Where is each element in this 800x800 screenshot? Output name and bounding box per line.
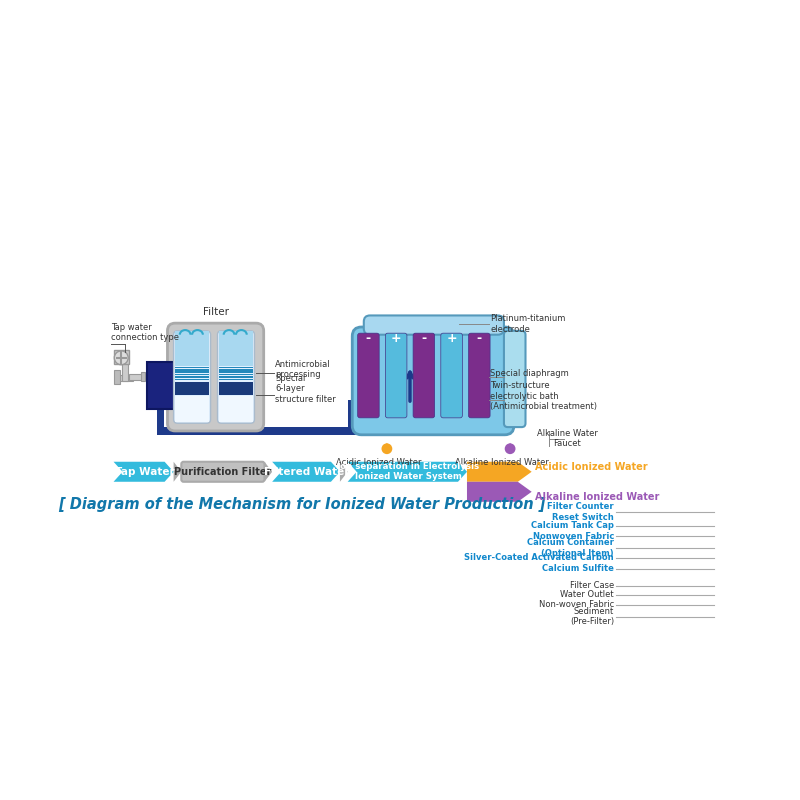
FancyBboxPatch shape — [358, 333, 379, 418]
Bar — [175, 372, 209, 373]
Circle shape — [382, 443, 392, 454]
Bar — [114, 350, 129, 364]
Text: Alkaline Water
Faucet: Alkaline Water Faucet — [537, 429, 598, 448]
FancyBboxPatch shape — [504, 331, 526, 427]
Bar — [175, 382, 209, 394]
Text: Filter Case: Filter Case — [570, 582, 614, 590]
Bar — [219, 374, 253, 375]
Text: -: - — [366, 332, 371, 345]
Polygon shape — [506, 443, 514, 449]
Text: Non-woven Fabric: Non-woven Fabric — [539, 601, 614, 610]
Text: Filtered Water: Filtered Water — [264, 466, 350, 477]
Bar — [175, 374, 209, 375]
Text: [ Diagram of the Mechanism for Ionized Water Production ]: [ Diagram of the Mechanism for Ionized W… — [58, 497, 546, 512]
Bar — [219, 331, 253, 366]
Bar — [141, 372, 145, 381]
Bar — [146, 362, 176, 410]
Bar — [175, 370, 209, 371]
Text: Silver-Coated Activated Carbon: Silver-Coated Activated Carbon — [465, 554, 614, 562]
FancyBboxPatch shape — [441, 333, 462, 418]
Bar — [175, 369, 209, 370]
Polygon shape — [174, 462, 182, 482]
Bar — [158, 408, 163, 431]
Text: Filter: Filter — [203, 307, 229, 317]
Bar — [158, 427, 258, 435]
Bar — [116, 374, 133, 381]
Bar — [219, 396, 253, 422]
Polygon shape — [467, 462, 532, 482]
Polygon shape — [272, 462, 340, 482]
Text: Calcium Container
(Optional Item): Calcium Container (Optional Item) — [527, 538, 614, 558]
Polygon shape — [265, 462, 272, 482]
Bar — [129, 374, 144, 380]
Bar — [175, 396, 209, 422]
Text: Alkaline Ionized Water: Alkaline Ionized Water — [534, 492, 659, 502]
Text: Calcium Sulfite: Calcium Sulfite — [542, 564, 614, 574]
Bar — [219, 370, 253, 371]
Text: +: + — [446, 332, 457, 345]
Text: Twin-structure
electrolytic bath
(Antimicrobial treatment): Twin-structure electrolytic bath (Antimi… — [490, 382, 597, 411]
FancyBboxPatch shape — [167, 323, 264, 431]
Circle shape — [505, 443, 515, 454]
FancyBboxPatch shape — [386, 333, 407, 418]
FancyBboxPatch shape — [174, 331, 210, 423]
Bar — [219, 367, 253, 368]
Bar — [175, 375, 209, 377]
FancyBboxPatch shape — [182, 462, 265, 482]
Bar — [122, 358, 128, 381]
Text: Filter Counter
Reset Switch: Filter Counter Reset Switch — [547, 502, 614, 522]
Bar — [219, 375, 253, 377]
Bar — [175, 367, 209, 368]
Bar — [219, 379, 253, 380]
Text: Special
6-layer
structure filter: Special 6-layer structure filter — [275, 374, 336, 403]
Bar — [175, 331, 209, 366]
Text: Alkaline Ionized Water: Alkaline Ionized Water — [455, 458, 550, 467]
Bar — [114, 370, 121, 384]
Circle shape — [114, 351, 128, 365]
Text: Purification Filter: Purification Filter — [174, 466, 271, 477]
Bar — [253, 427, 353, 435]
Text: Ion separation in Electrolysis
Ionized Water System: Ion separation in Electrolysis Ionized W… — [337, 462, 479, 482]
Text: Special diaphragm: Special diaphragm — [490, 369, 569, 378]
Text: Platinum-titanium
electrode: Platinum-titanium electrode — [490, 314, 566, 334]
Bar — [175, 379, 209, 380]
Text: Water Outlet: Water Outlet — [561, 590, 614, 599]
Text: Acidic Ionized Water: Acidic Ionized Water — [337, 458, 422, 467]
Text: Tap water
connection type: Tap water connection type — [111, 323, 179, 342]
Text: -: - — [422, 332, 426, 345]
Bar — [219, 372, 253, 373]
Polygon shape — [340, 462, 348, 482]
Text: Acidic Ionized Water: Acidic Ionized Water — [534, 462, 647, 472]
Text: +: + — [391, 332, 402, 345]
Polygon shape — [114, 462, 174, 482]
Text: Calcium Tank Cap: Calcium Tank Cap — [531, 521, 614, 530]
Bar — [349, 400, 356, 435]
Text: -: - — [477, 332, 482, 345]
Text: Antimicrobial
processing: Antimicrobial processing — [275, 360, 331, 379]
Bar — [219, 382, 253, 394]
FancyBboxPatch shape — [413, 333, 434, 418]
FancyBboxPatch shape — [364, 315, 504, 334]
Polygon shape — [383, 443, 390, 449]
FancyBboxPatch shape — [352, 327, 514, 435]
FancyBboxPatch shape — [469, 333, 490, 418]
Text: Sediment
(Pre-Filter): Sediment (Pre-Filter) — [570, 607, 614, 626]
Text: Nonwoven Fabric: Nonwoven Fabric — [533, 532, 614, 541]
Polygon shape — [467, 482, 532, 502]
Polygon shape — [348, 462, 467, 482]
FancyBboxPatch shape — [218, 331, 254, 423]
Text: Tap Water: Tap Water — [114, 466, 174, 477]
Bar — [219, 369, 253, 370]
Bar — [253, 400, 261, 435]
